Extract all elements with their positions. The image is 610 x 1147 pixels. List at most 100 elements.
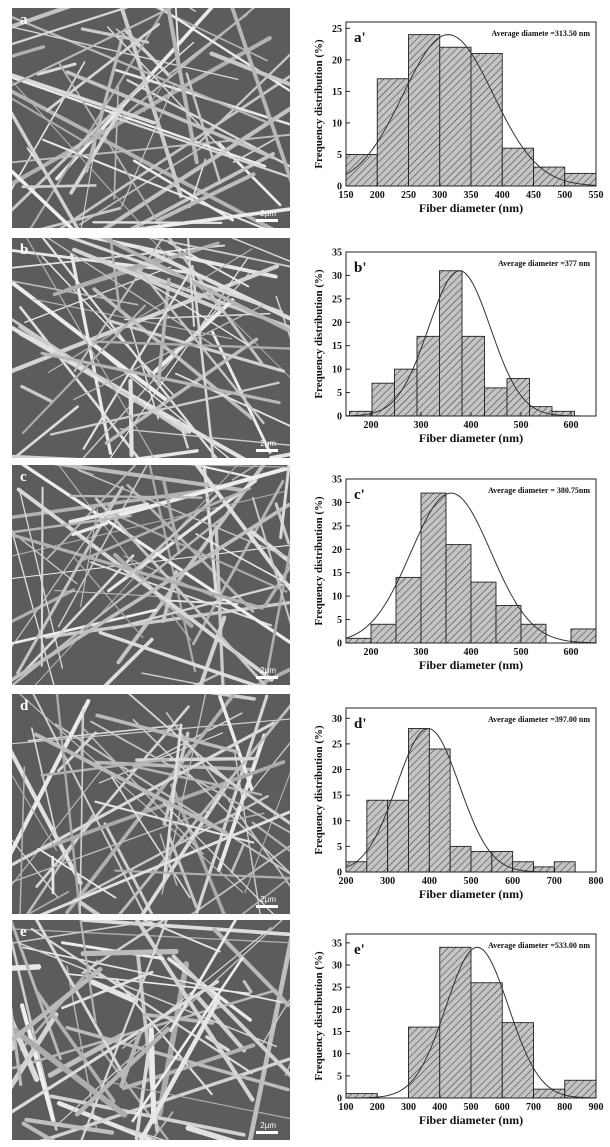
fiber xyxy=(12,169,74,228)
fiber xyxy=(12,73,156,125)
histogram-b: 200 300 400 500 600 0 5 10 15 20 25 30 35 Fiber diame… xyxy=(306,238,606,460)
fiber xyxy=(30,927,253,1075)
fiber xyxy=(188,8,196,12)
fiber xyxy=(156,172,256,222)
fiber xyxy=(86,238,278,279)
fiber xyxy=(41,255,176,397)
y-tick-label: 10 xyxy=(332,592,342,603)
scale-bar-label: 2μm xyxy=(260,209,276,218)
fiber xyxy=(251,496,290,625)
histogram-svg: 100 200 300 400 500 600 700 800 900 0 5 10 15 20 25 30 3… xyxy=(313,933,604,1127)
fiber xyxy=(69,106,124,195)
fit-curve xyxy=(345,946,597,1099)
fiber xyxy=(114,116,290,179)
fiber xyxy=(166,8,199,165)
fiber xyxy=(113,86,120,200)
fiber xyxy=(79,708,85,914)
y-tick-label: 25 xyxy=(332,521,342,532)
y-tick-label: 35 xyxy=(332,475,342,486)
fiber xyxy=(95,713,239,754)
fiber xyxy=(12,512,229,685)
fiber xyxy=(22,304,146,434)
fiber xyxy=(119,8,256,121)
fiber xyxy=(12,26,239,81)
fiber xyxy=(66,973,251,995)
histogram-d: 200 300 400 500 600 700 800 0 5 10 15 20 25 30 Fiber d… xyxy=(306,694,606,916)
fiber xyxy=(244,772,290,894)
fiber xyxy=(12,454,80,458)
average-diameter-annotation: Average diameter =533.00 nm xyxy=(488,941,590,950)
sem-fibers xyxy=(12,694,290,914)
sem-fibers xyxy=(12,238,290,458)
fiber xyxy=(24,1117,115,1135)
x-tick-label: 300 xyxy=(401,1102,416,1113)
fiber xyxy=(263,543,290,685)
fiber xyxy=(12,97,84,142)
fiber xyxy=(118,704,290,914)
fiber xyxy=(71,521,109,537)
panel-row-b: b 2μm 200 300 400 500 600 0 5 10 15 20 25 30 35 Fiber… xyxy=(0,238,610,460)
fiber xyxy=(24,266,172,324)
fiber xyxy=(119,8,183,199)
fiber xyxy=(111,583,284,630)
fiber xyxy=(12,405,80,458)
fiber xyxy=(40,486,44,667)
y-axis-label: Frequency distribution (%) xyxy=(313,496,325,626)
fiber xyxy=(49,381,280,436)
fiber xyxy=(32,694,146,914)
fiber xyxy=(49,1094,246,1137)
fiber xyxy=(12,8,129,46)
fiber xyxy=(90,979,139,1004)
fiber xyxy=(12,61,86,191)
fiber xyxy=(81,920,166,975)
fiber xyxy=(242,980,253,994)
y-axis-label: Frequency distribution (%) xyxy=(313,951,325,1081)
y-axis-label: Frequency distribution (%) xyxy=(313,725,325,855)
y-tick-label: 5 xyxy=(337,842,342,853)
scale-bar-label: 2μm xyxy=(260,895,276,904)
fiber xyxy=(169,920,238,1033)
average-diameter-annotation: Average diameter =397.00 nm xyxy=(488,715,590,724)
fiber xyxy=(18,489,63,669)
y-tick-label: 15 xyxy=(332,1027,342,1038)
fiber xyxy=(46,465,137,560)
histogram-e: 100 200 300 400 500 600 700 800 900 0 5 10 15 20 25 30 3… xyxy=(306,920,606,1142)
fiber xyxy=(128,320,160,420)
x-tick-label: 300 xyxy=(414,647,429,658)
fiber xyxy=(269,452,290,458)
fiber xyxy=(12,839,59,899)
fiber xyxy=(16,485,124,675)
fiber xyxy=(235,742,290,811)
fiber xyxy=(12,45,45,58)
histogram-bar xyxy=(491,851,514,873)
fiber xyxy=(72,795,269,902)
x-tick-label: 500 xyxy=(514,420,529,431)
fiber xyxy=(12,980,220,1114)
fiber xyxy=(22,946,290,1005)
x-tick-label: 800 xyxy=(589,876,604,887)
x-tick-label: 500 xyxy=(514,647,529,658)
histogram-c: 200 300 400 500 600 0 5 10 15 20 25 30 35 Fiber diame… xyxy=(306,465,606,687)
histogram-bar xyxy=(439,946,472,1099)
fiber xyxy=(84,32,125,173)
panel-label: a' xyxy=(354,30,366,46)
fiber xyxy=(12,8,71,29)
fiber xyxy=(209,51,290,87)
fiber xyxy=(102,106,290,228)
fiber xyxy=(119,1030,142,1088)
histogram-bar xyxy=(371,382,395,417)
fiber xyxy=(74,1026,171,1117)
sem-image-d: d 2μm xyxy=(12,694,290,914)
y-tick-label: 20 xyxy=(332,318,342,329)
fiber xyxy=(251,821,290,853)
fiber xyxy=(141,277,251,347)
fiber xyxy=(137,245,290,321)
histogram-bar xyxy=(520,623,547,644)
fit-curve xyxy=(345,270,596,417)
fiber xyxy=(80,487,252,562)
fiber xyxy=(12,1027,128,1118)
fiber xyxy=(192,479,285,646)
fiber xyxy=(12,490,121,648)
sem-fibers xyxy=(12,920,290,1140)
fiber xyxy=(83,728,205,855)
